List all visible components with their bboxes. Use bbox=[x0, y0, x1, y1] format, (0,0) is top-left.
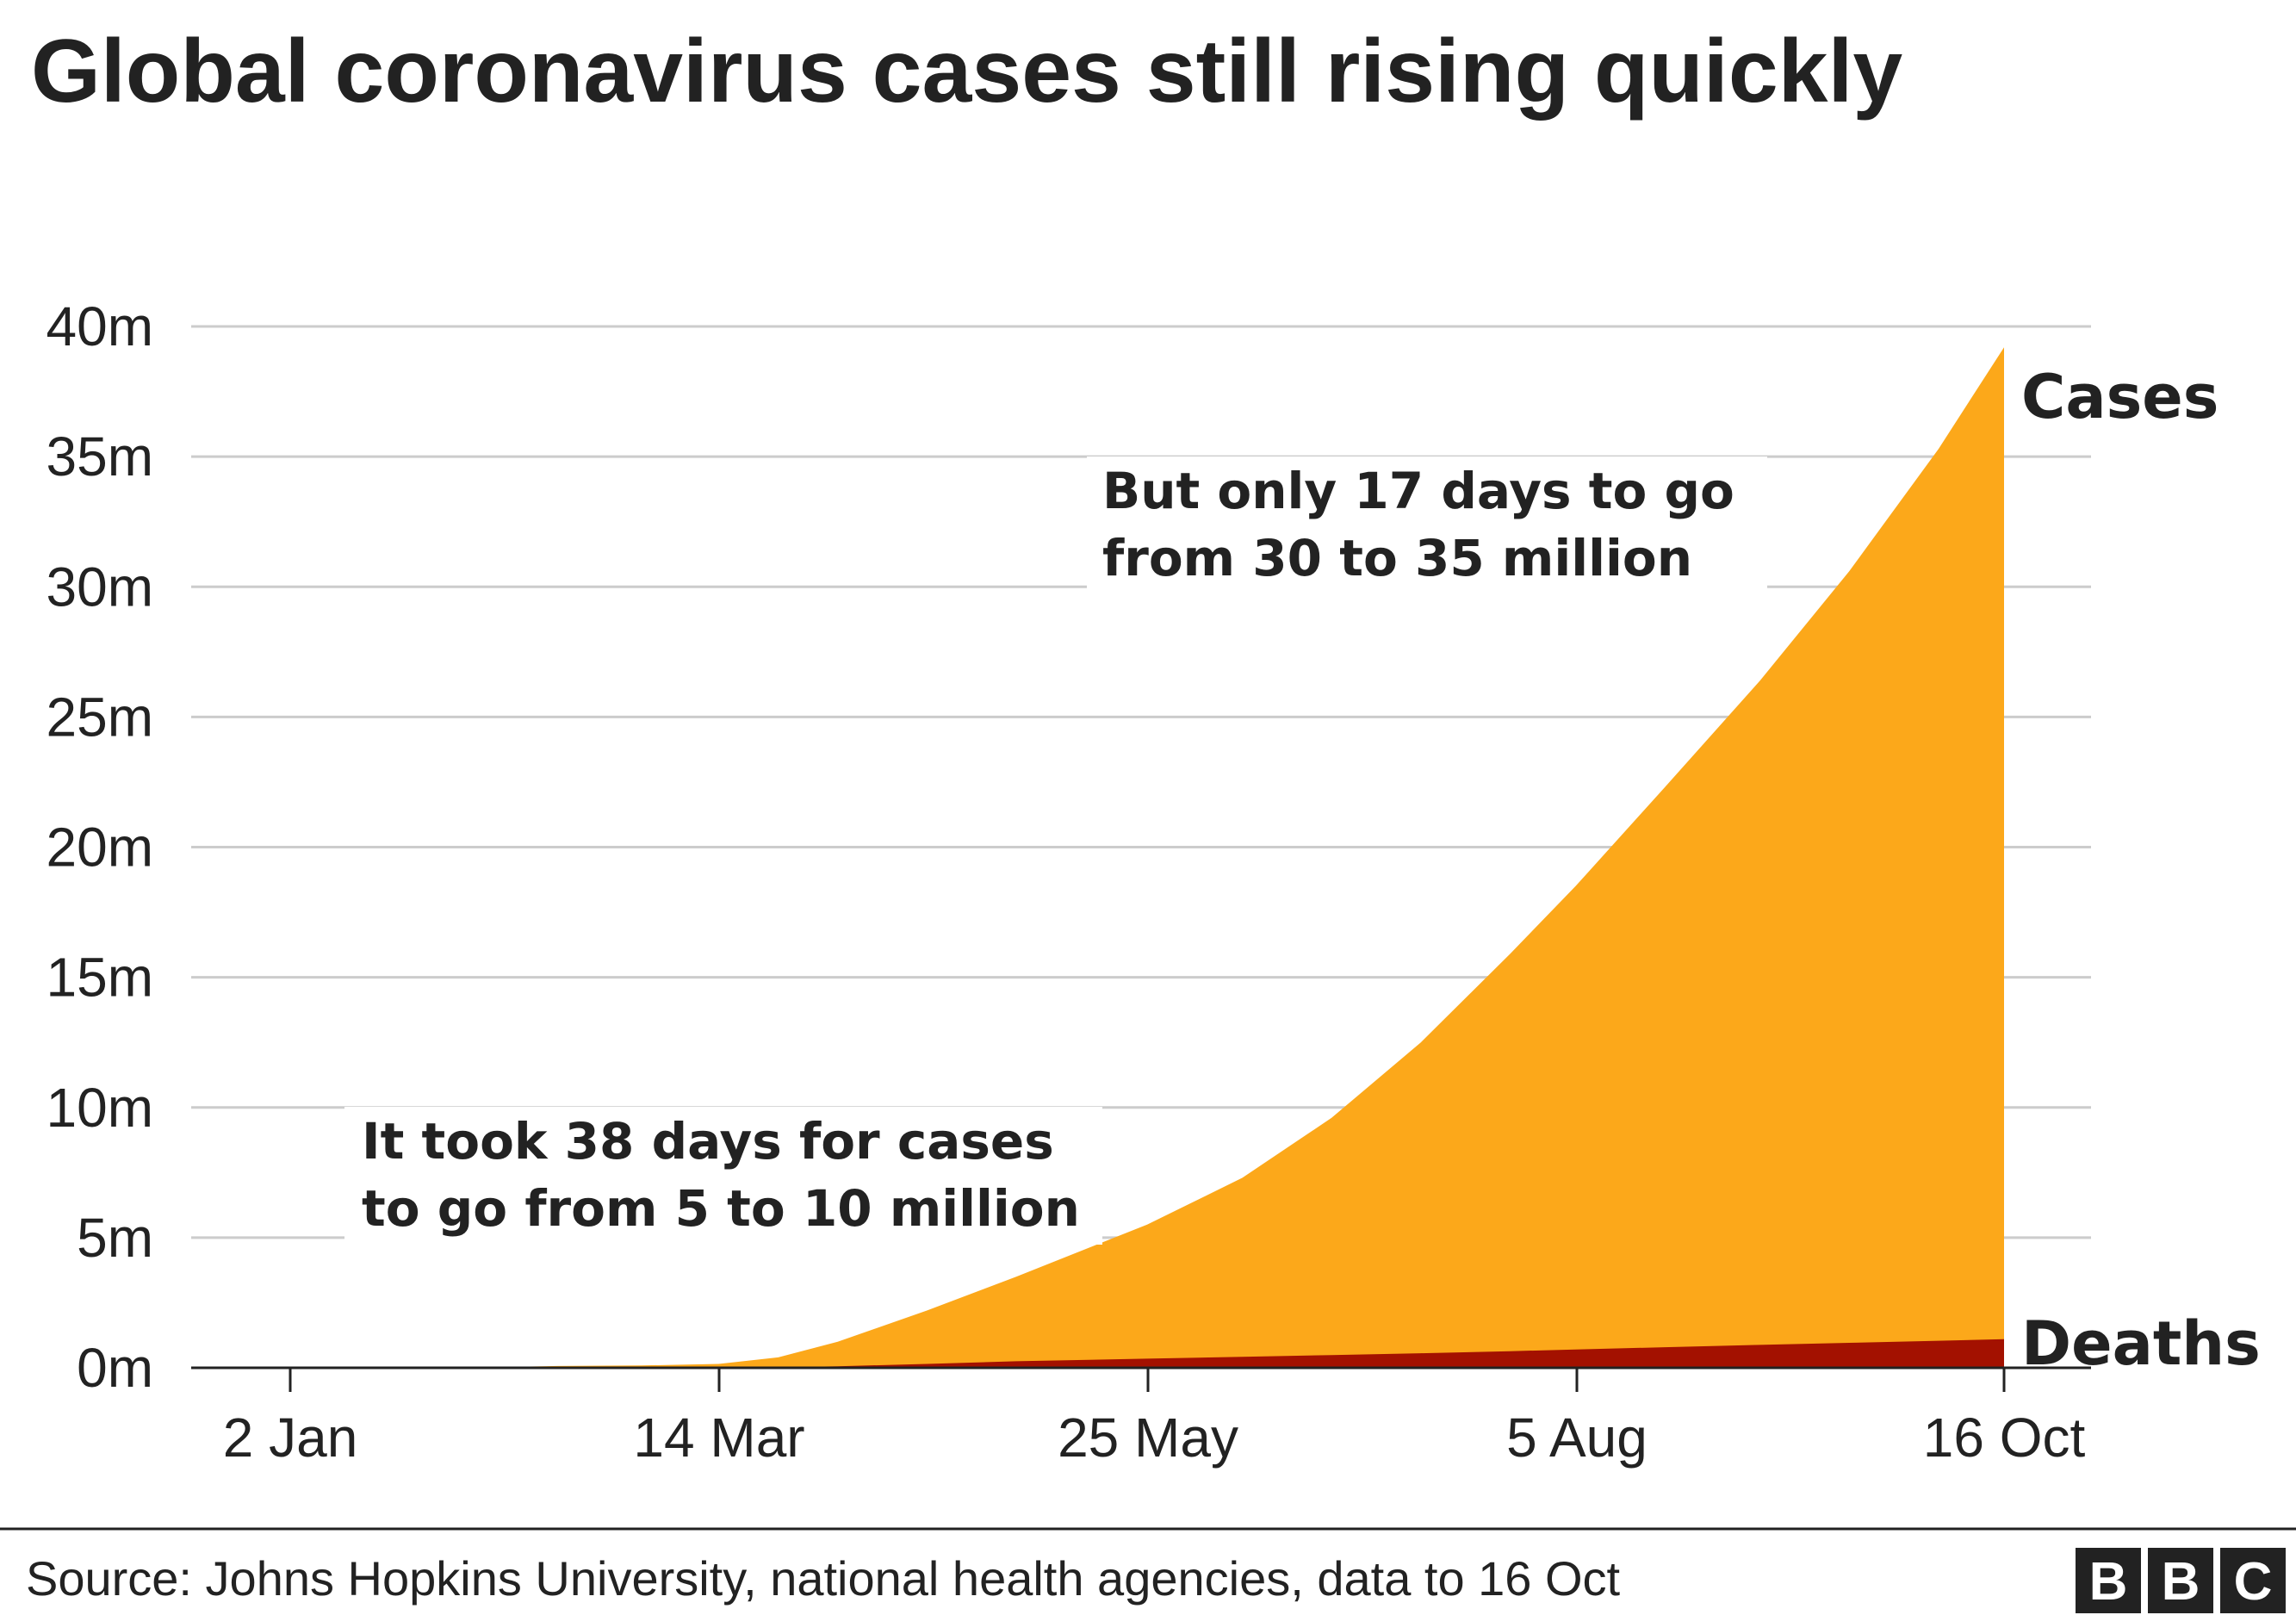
chart-title: Global coronavirus cases still rising qu… bbox=[31, 22, 1902, 121]
deaths-area bbox=[290, 1339, 2004, 1368]
y-tick-label: 35m bbox=[47, 425, 154, 488]
cases-area bbox=[290, 347, 2004, 1369]
logo-block bbox=[2220, 1548, 2286, 1613]
logo-block bbox=[2076, 1548, 2141, 1613]
source-text: Source: Johns Hopkins University, nation… bbox=[26, 1551, 1621, 1606]
logo-letter: C bbox=[2234, 1552, 2273, 1612]
annotations: It took 38 days for cases to go from 5 to… bbox=[344, 457, 1767, 1245]
logo-letter: B bbox=[2162, 1552, 2200, 1612]
x-tick-label: 14 Mar bbox=[633, 1407, 804, 1469]
plot-areas bbox=[290, 347, 2004, 1369]
series-labels: Cases Deaths bbox=[2021, 362, 2261, 1379]
annotation: But only 17 days to go from 30 to 35 mill… bbox=[1087, 457, 1767, 594]
y-tick-label: 15m bbox=[47, 947, 154, 1009]
annotation-line: from 30 to 35 million bbox=[1102, 529, 1692, 587]
x-tick-label: 5 Aug bbox=[1506, 1407, 1648, 1469]
logo-letter: B bbox=[2089, 1552, 2128, 1612]
annotation-background bbox=[1087, 457, 1767, 594]
y-tick-label: 40m bbox=[47, 295, 154, 357]
annotation-line: It took 38 days for cases bbox=[362, 1112, 1054, 1171]
series-label-cases: Cases bbox=[2021, 362, 2218, 432]
y-tick-label: 10m bbox=[47, 1077, 154, 1139]
y-tick-label: 0m bbox=[77, 1337, 153, 1399]
y-tick-label: 30m bbox=[47, 556, 154, 618]
annotation-background bbox=[344, 1107, 1102, 1245]
series-label-deaths: Deaths bbox=[2021, 1308, 2261, 1379]
y-tick-label: 25m bbox=[47, 686, 154, 748]
y-tick-label: 20m bbox=[47, 817, 154, 879]
x-tick-label: 2 Jan bbox=[223, 1407, 358, 1469]
x-tick-label: 25 May bbox=[1058, 1407, 1238, 1469]
axes: 2 Jan 14 Mar 25 May 5 Aug 16 Oct bbox=[191, 1366, 2091, 1469]
annotation-line: to go from 5 to 10 million bbox=[362, 1179, 1080, 1238]
x-tick-label: 16 Oct bbox=[1923, 1407, 2086, 1469]
logo-block bbox=[2148, 1548, 2213, 1613]
annotation-line: But only 17 days to go bbox=[1102, 462, 1734, 520]
y-tick-label: 5m bbox=[77, 1207, 153, 1269]
gridlines: 0m 5m 10m 15m 20m 25m 30m 35m 40m bbox=[47, 295, 2091, 1399]
annotation: It took 38 days for cases to go from 5 to… bbox=[344, 1107, 1102, 1245]
